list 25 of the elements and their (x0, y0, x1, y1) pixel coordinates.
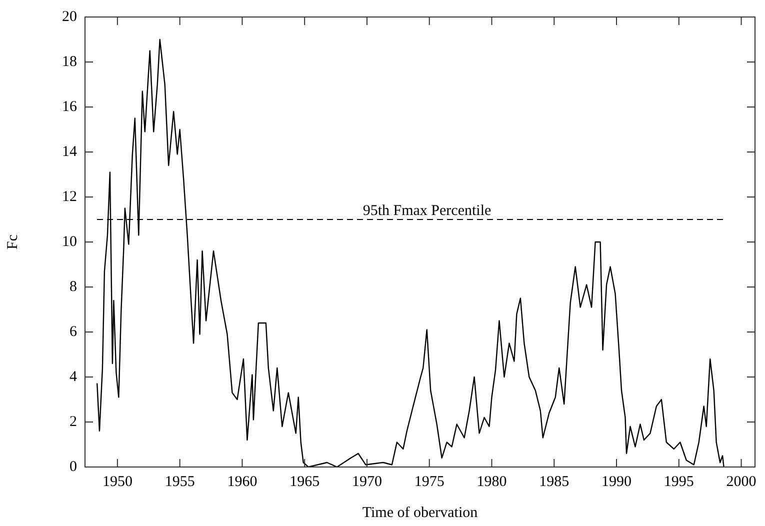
x-tick-label: 1960 (227, 474, 258, 490)
y-tick-label: 2 (70, 414, 77, 430)
y-tick-label: 14 (62, 144, 78, 160)
y-tick-label: 4 (70, 368, 78, 385)
x-tick-label: 1950 (102, 474, 132, 490)
y-tick-label: 16 (62, 98, 78, 115)
x-tick-label: 1965 (290, 474, 320, 490)
y-tick-label: 0 (70, 458, 77, 475)
x-tick-label: 1990 (602, 474, 632, 490)
y-tick-label: 20 (62, 8, 77, 25)
y-tick-label: 10 (62, 234, 77, 250)
x-tick-label: 2000 (726, 474, 756, 490)
x-tick-label: 1955 (164, 474, 195, 490)
x-tick-label: 1970 (352, 474, 382, 490)
x-tick-label: 1975 (414, 474, 444, 490)
y-tick-label: 18 (62, 54, 77, 70)
x-tick-label: 1985 (539, 474, 570, 490)
ref-line-label: 95th Fmax Percentile (362, 202, 492, 219)
y-tick-label: 12 (62, 188, 77, 205)
x-axis-title: Time of obervation (362, 504, 478, 521)
x-tick-label: 1980 (476, 474, 507, 490)
y-axis-title: Fc (4, 234, 21, 250)
x-tick-label: 1995 (664, 474, 694, 490)
y-tick-label: 6 (70, 324, 78, 340)
y-tick-label: 8 (70, 278, 77, 295)
